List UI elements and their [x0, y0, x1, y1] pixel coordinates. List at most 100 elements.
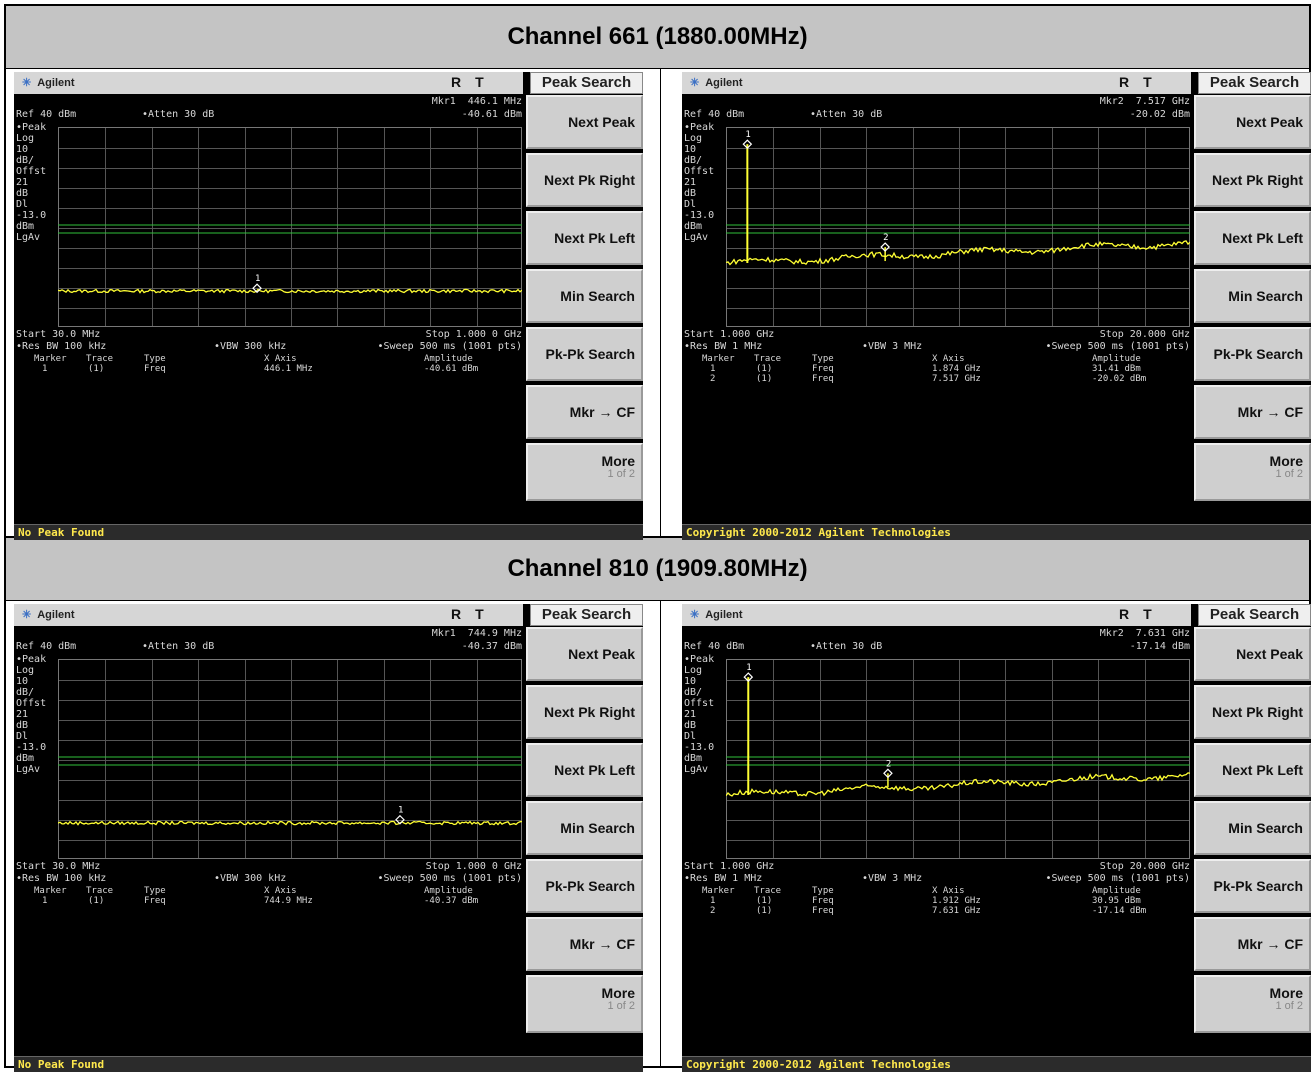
marker-table-cell: 7.631 GHz [932, 906, 981, 916]
marker-amplitude: -20.02 dBm [1129, 109, 1190, 120]
mkr-to-cf-button[interactable]: Mkr → CF [526, 917, 643, 971]
min-search-button[interactable]: Min Search [1194, 269, 1311, 323]
grid-line [151, 128, 153, 326]
table-header-type: Type [144, 886, 166, 896]
grid-line [727, 820, 1189, 821]
scale-label: 10 [16, 144, 29, 155]
start-frequency: Start 30.0 MHz [16, 861, 101, 872]
grid-line [291, 128, 292, 326]
min-search-button[interactable]: Min Search [526, 801, 643, 855]
marker-table-cell: 1 [42, 364, 48, 374]
more-button[interactable]: More 1 of 2 [526, 975, 643, 1033]
analyzer-display: ✳ Agilent RT Peak Search Next Peak Next P… [14, 72, 643, 540]
grid-line [727, 700, 1189, 701]
grid-line [819, 660, 821, 858]
grid-line [1098, 128, 1100, 326]
grid-line [59, 248, 521, 249]
scale-label: •Peak [16, 654, 47, 665]
grid-line [912, 128, 914, 326]
attenuation: •Atten 30 dB [810, 641, 883, 652]
marker-table-cell: -40.61 dBm [424, 364, 479, 374]
next-pk-right-button[interactable]: Next Pk Right [1194, 153, 1311, 207]
next-pk-right-button[interactable]: Next Pk Right [526, 685, 643, 739]
table-header-trace: Trace [754, 354, 782, 364]
table-header-amplitude: Amplitude [424, 886, 473, 896]
grid-line [151, 660, 153, 858]
grid-line [1005, 660, 1007, 858]
grid-line [727, 680, 1189, 681]
scale-annotations: •Peak Log 10 dB/Offst 21 dB Dl -13.0 dBm LgAv [684, 122, 714, 243]
next-peak-button[interactable]: Next Peak [526, 95, 643, 149]
menu-title-peak-search: Peak Search [1198, 72, 1311, 94]
ref-level: Ref 40 dBm [684, 109, 745, 120]
next-pk-right-button[interactable]: Next Pk Right [1194, 685, 1311, 739]
stop-frequency: Stop 20.000 GHz [1099, 861, 1190, 872]
next-peak-button[interactable]: Next Peak [1194, 95, 1311, 149]
stop-frequency: Stop 20.000 GHz [1099, 329, 1190, 340]
pk-pk-search-button[interactable]: Pk-Pk Search [526, 327, 643, 381]
pk-pk-search-button[interactable]: Pk-Pk Search [526, 859, 643, 913]
scale-label: 10 [684, 144, 697, 155]
grid-line [773, 660, 775, 858]
min-search-button[interactable]: Min Search [1194, 801, 1311, 855]
grid-line [727, 248, 1189, 249]
table-header-marker: Marker [702, 886, 735, 896]
pk-pk-search-button[interactable]: Pk-Pk Search [1194, 327, 1311, 381]
min-search-button[interactable]: Min Search [526, 269, 643, 323]
grid-line [383, 660, 385, 858]
spectrum-plot: 12 [726, 130, 1190, 266]
res-bandwidth: •Res BW 100 kHz [16, 873, 107, 884]
title-bar: ✳ Agilent RT [682, 604, 1191, 626]
grid-line [430, 128, 432, 326]
analyzer-screen-3: ✳ Agilent RT Peak Search Next Peak Next P… [14, 604, 664, 1072]
marker-table-cell: (1) [88, 896, 105, 906]
menu-title-peak-search: Peak Search [1198, 604, 1311, 626]
table-header-amplitude: Amplitude [1092, 886, 1141, 896]
grid-line [727, 780, 1189, 781]
scale-label: LgAv [16, 764, 41, 775]
next-pk-left-button[interactable]: Next Pk Left [1194, 743, 1311, 797]
spectrum-trace [58, 820, 522, 826]
video-bandwidth: •VBW 300 kHz [214, 341, 287, 352]
next-pk-left-button[interactable]: Next Pk Left [526, 211, 643, 265]
mkr-to-cf-button[interactable]: Mkr → CF [1194, 917, 1311, 971]
next-pk-left-button[interactable]: Next Pk Left [1194, 211, 1311, 265]
marker-diamond [395, 814, 405, 825]
grid-line [1051, 660, 1053, 858]
mkr-to-cf-button[interactable]: Mkr → CF [526, 385, 643, 439]
marker-table-cell: -20.02 dBm [1092, 374, 1147, 384]
marker-table-cell: (1) [756, 374, 773, 384]
next-peak-button[interactable]: Next Peak [1194, 627, 1311, 681]
scale-label: Log [16, 665, 35, 676]
scale-label: dB [16, 188, 29, 199]
attenuation: •Atten 30 dB [142, 109, 215, 120]
analyzer-screen-2: ✳ Agilent RT Peak Search Next Peak Next P… [682, 72, 1315, 540]
table-header-xaxis: X Axis [932, 886, 965, 896]
marker-table-cell: 744.9 MHz [264, 896, 313, 906]
scale-annotations: •Peak Log 10 dB/Offst 21 dB Dl -13.0 dBm LgAv [684, 654, 714, 775]
more-button[interactable]: More 1 of 2 [1194, 443, 1311, 501]
next-pk-right-button[interactable]: Next Pk Right [526, 153, 643, 207]
more-button[interactable]: More 1 of 2 [1194, 975, 1311, 1033]
start-frequency: Start 1.000 GHz [684, 861, 775, 872]
scale-label: Dl [684, 199, 697, 210]
pk-pk-search-button[interactable]: Pk-Pk Search [1194, 859, 1311, 913]
marker-table-cell: 2 [710, 374, 716, 384]
title-bar: ✳ Agilent RT [14, 604, 523, 626]
grid-line [727, 740, 1189, 741]
mkr-to-cf-button[interactable]: Mkr → CF [1194, 385, 1311, 439]
grid-line [727, 148, 1189, 149]
grid-line [244, 128, 246, 326]
scale-label: Offst [16, 166, 47, 177]
more-button[interactable]: More 1 of 2 [526, 443, 643, 501]
res-bandwidth: •Res BW 1 MHz [684, 341, 763, 352]
grid-line [59, 700, 521, 701]
next-pk-left-button[interactable]: Next Pk Left [526, 743, 643, 797]
spectrum-plot: 1 [58, 756, 522, 826]
scale-label: dB [16, 720, 29, 731]
analyzer-display: ✳ Agilent RT Peak Search Next Peak Next P… [682, 72, 1311, 540]
next-peak-button[interactable]: Next Peak [526, 627, 643, 681]
table-header-amplitude: Amplitude [424, 354, 473, 364]
grid-line [819, 128, 821, 326]
grid-line [912, 660, 914, 858]
